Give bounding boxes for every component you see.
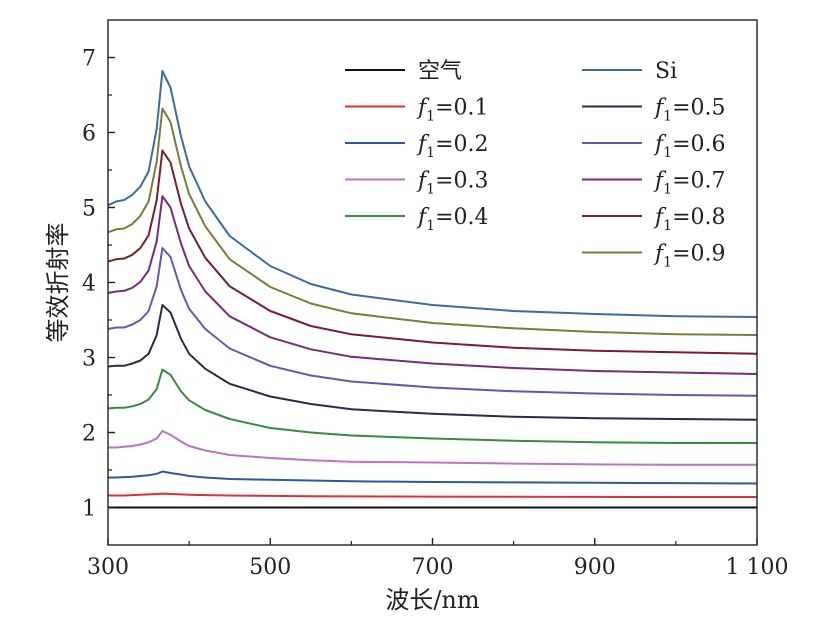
series-line-1 [108, 492, 757, 498]
legend-label-sub: 1 [663, 145, 672, 161]
legend-label: f1=0.8 [653, 205, 726, 234]
legend-label-eq: =0.5 [672, 96, 725, 121]
x-axis-label: 波长/nm [385, 586, 480, 614]
series-line-5 [107, 304, 758, 421]
x-tick-label: 700 [412, 555, 454, 580]
legend-label-eq: =0.9 [672, 242, 725, 267]
legend-label-sub: 1 [663, 109, 672, 125]
legend-label: f1=0.9 [653, 242, 726, 271]
y-tick-label: 5 [82, 197, 96, 222]
y-axis-label: 等效折射率 [44, 223, 72, 343]
legend-label: f1=0.2 [416, 132, 489, 161]
legend-label-sub: 1 [426, 182, 435, 198]
series-line-9 [107, 107, 758, 336]
series-line-10 [107, 70, 758, 318]
legend-label: f1=0.3 [416, 169, 489, 198]
legend: 空气 f1=0.1 f1=0.2 f1=0.3 f1=0.4 Si f1=0.5 f1=0.6… [345, 59, 726, 271]
y-tick-label: 4 [82, 272, 96, 297]
legend-label-eq: =0.4 [435, 205, 488, 230]
legend-label-eq: =0.6 [672, 132, 725, 157]
y-tick-label: 6 [82, 122, 96, 147]
plot-lines [107, 70, 758, 509]
legend-label-eq: =0.2 [435, 132, 488, 157]
legend-label-eq: =0.7 [672, 169, 725, 194]
legend-label-sub: 1 [426, 109, 435, 125]
legend-label: 空气 [418, 59, 462, 84]
legend-label-sub: 1 [426, 218, 435, 234]
legend-label-sub: 1 [426, 145, 435, 161]
y-tick-label: 1 [82, 497, 96, 522]
series-line-3 [108, 430, 757, 466]
legend-label-sub: 1 [663, 182, 672, 198]
legend-label: Si [655, 59, 677, 84]
legend-label-sub: 1 [663, 255, 672, 271]
legend-label: f1=0.1 [416, 96, 489, 125]
series-line-6 [107, 247, 758, 397]
legend-label-sub: 1 [663, 218, 672, 234]
legend-label-main: Si [655, 59, 677, 84]
series-line-7 [107, 195, 758, 375]
legend-label-eq: =0.8 [672, 205, 725, 230]
legend-label-eq: =0.1 [435, 96, 488, 121]
series-line-8 [107, 149, 758, 355]
x-tick-label: 900 [574, 555, 616, 580]
y-tick-label: 3 [82, 347, 96, 372]
legend-label: f1=0.7 [653, 169, 726, 198]
legend-label: f1=0.4 [416, 205, 489, 234]
legend-label: f1=0.6 [653, 132, 726, 161]
legend-label: f1=0.5 [653, 96, 726, 125]
series-line-4 [107, 368, 757, 444]
x-tick-label: 500 [249, 555, 291, 580]
y-axis: 1 2 3 4 5 6 7 [82, 47, 115, 522]
legend-label-eq: =0.3 [435, 169, 488, 194]
y-tick-label: 2 [82, 422, 96, 447]
y-tick-label: 7 [82, 47, 96, 72]
x-axis: 300 500 700 900 1 100 [87, 538, 788, 580]
series-line-2 [108, 470, 758, 485]
x-tick-label: 1 100 [726, 555, 789, 580]
x-tick-label: 300 [87, 555, 129, 580]
legend-label-main: 空气 [418, 59, 462, 84]
